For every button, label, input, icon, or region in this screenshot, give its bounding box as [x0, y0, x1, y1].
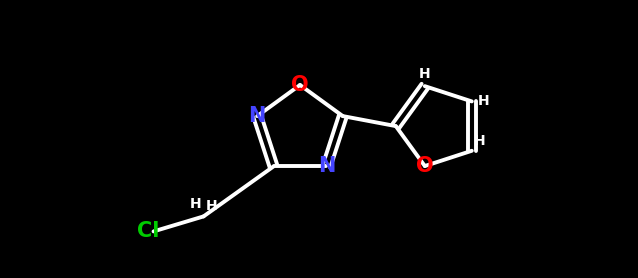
Text: H: H [205, 199, 218, 214]
Text: H: H [478, 95, 489, 108]
Text: O: O [416, 156, 434, 176]
Text: N: N [318, 157, 335, 177]
Text: H: H [474, 134, 486, 148]
Text: N: N [249, 106, 266, 126]
Text: Cl: Cl [137, 221, 160, 241]
Text: H: H [419, 67, 431, 81]
Text: H: H [189, 197, 202, 211]
Text: O: O [291, 75, 309, 95]
